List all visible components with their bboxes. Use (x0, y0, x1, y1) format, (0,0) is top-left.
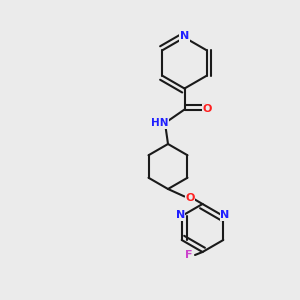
Text: N: N (180, 31, 189, 41)
Text: HN: HN (151, 118, 168, 128)
Text: O: O (185, 193, 195, 203)
Text: N: N (220, 210, 230, 220)
Text: O: O (202, 104, 212, 115)
Text: N: N (176, 210, 185, 220)
Text: F: F (185, 250, 193, 260)
